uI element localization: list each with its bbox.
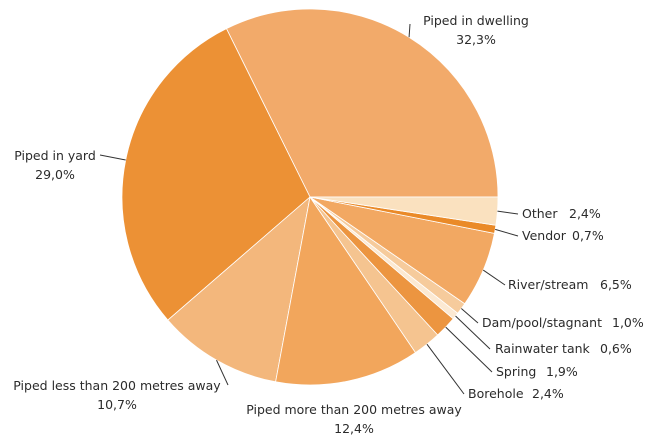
leader-line-spring — [445, 326, 493, 373]
label-spring: Spring — [496, 364, 536, 379]
value-rainwater-tank: 0,6% — [600, 341, 632, 356]
leader-line-piped-in-dwelling — [408, 23, 411, 38]
label-other: Other — [522, 206, 558, 221]
leader-line-other — [497, 210, 519, 215]
pie-slice-piped-more-than-200-metres-away — [275, 195, 417, 386]
label-piped-in-yard: Piped in yard — [14, 148, 96, 163]
leader-line-piped-less-than-200-metres-away — [216, 359, 229, 386]
value-spring: 1,9% — [546, 364, 578, 379]
label-river-stream: River/stream — [508, 277, 588, 292]
value-borehole: 2,4% — [532, 386, 564, 401]
label-piped-in-dwelling: Piped in dwelling — [423, 13, 529, 28]
label-borehole: Borehole — [468, 386, 524, 401]
value-river-stream: 6,5% — [600, 277, 632, 292]
value-vendor: 0,7% — [572, 228, 604, 243]
pie-slices — [121, 8, 499, 386]
value-piped-less-than-200: 10,7% — [97, 397, 137, 412]
pie-slice-piped-less-than-200-metres-away — [167, 195, 311, 383]
leader-line-borehole — [426, 343, 465, 395]
value-piped-more-than-200: 12,4% — [334, 421, 374, 436]
pie-slice-piped-in-yard — [121, 28, 311, 321]
value-other: 2,4% — [569, 206, 601, 221]
label-piped-less-than-200: Piped less than 200 metres away — [13, 378, 221, 393]
value-dam-pool-stagnant: 1,0% — [612, 315, 644, 330]
label-dam-pool-stagnant: Dam/pool/stagnant — [482, 315, 602, 330]
leader-line-rainwater-tank — [455, 315, 491, 350]
leader-line-river-stream — [482, 269, 506, 286]
pie-slice-piped-in-dwelling — [225, 8, 499, 198]
leader-line-vendor — [495, 228, 519, 237]
label-piped-more-than-200: Piped more than 200 metres away — [246, 402, 462, 417]
leader-lines — [99, 23, 519, 395]
label-rainwater-tank: Rainwater tank — [495, 341, 591, 356]
leader-line-dam-pool-stagnant — [461, 308, 479, 324]
value-piped-in-dwelling: 32,3% — [456, 32, 496, 47]
label-vendor: Vendor — [522, 228, 567, 243]
leader-line-piped-in-yard — [99, 154, 126, 161]
value-piped-in-yard: 29,0% — [35, 167, 75, 182]
